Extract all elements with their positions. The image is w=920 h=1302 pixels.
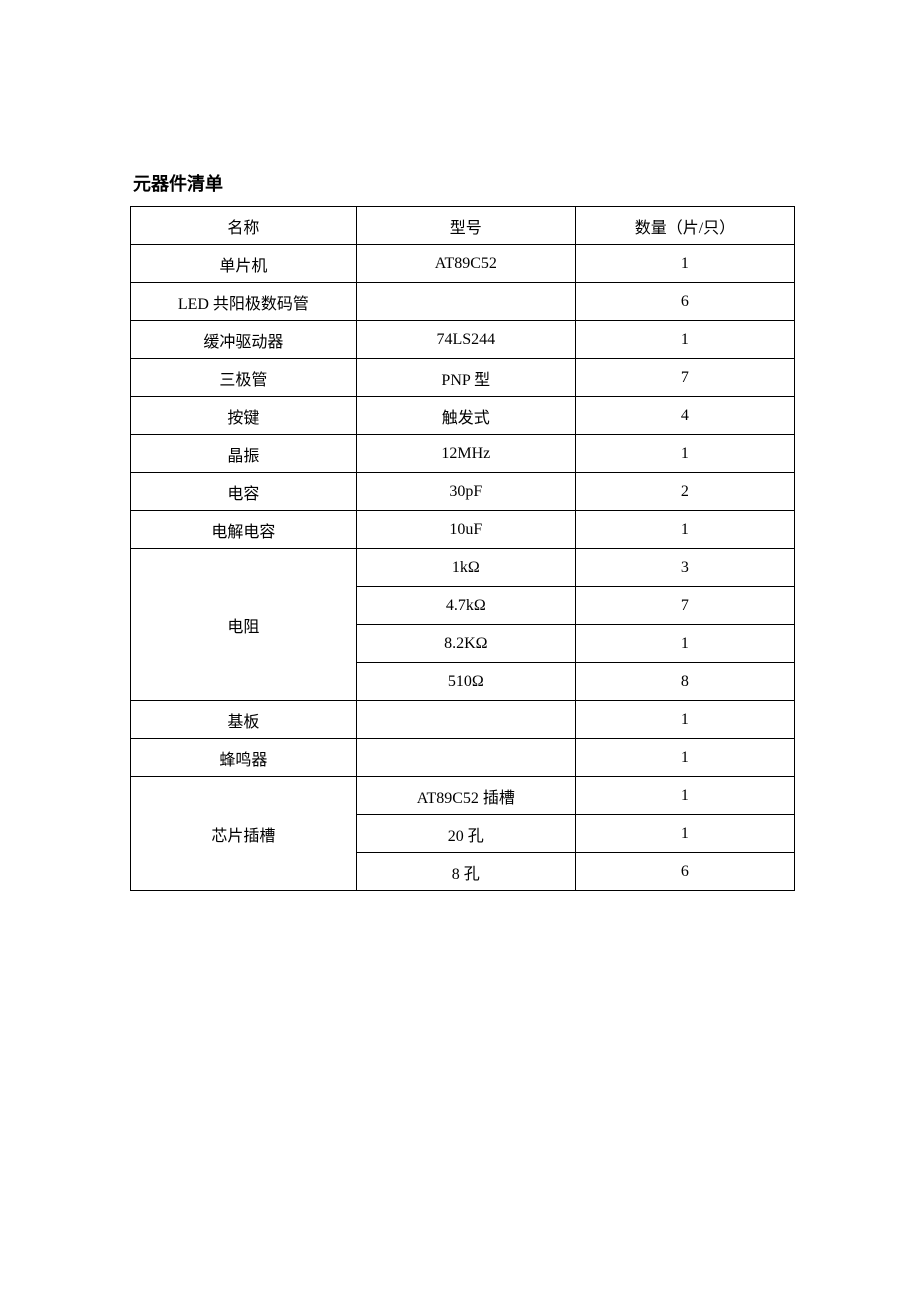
cell-model: 20 孔 [356, 815, 575, 853]
table-row: 缓冲驱动器 74LS244 1 [131, 321, 795, 359]
cell-model [356, 283, 575, 321]
cell-name: 电阻 [131, 549, 357, 701]
cell-model: AT89C52 [356, 245, 575, 283]
cell-model: 74LS244 [356, 321, 575, 359]
table-row: 按键 触发式 4 [131, 397, 795, 435]
cell-name: 芯片插槽 [131, 777, 357, 891]
cell-name: 单片机 [131, 245, 357, 283]
cell-qty: 7 [575, 587, 794, 625]
table-row: 蜂鸣器 1 [131, 739, 795, 777]
cell-qty: 6 [575, 283, 794, 321]
cell-model [356, 739, 575, 777]
cell-qty: 3 [575, 549, 794, 587]
cell-model: 触发式 [356, 397, 575, 435]
cell-qty: 8 [575, 663, 794, 701]
component-table: 名称 型号 数量（片/只） 单片机 AT89C52 1 LED 共阳极数码管 6… [130, 206, 795, 891]
page-title: 元器件清单 [133, 170, 795, 196]
header-name: 名称 [131, 207, 357, 245]
cell-qty: 1 [575, 625, 794, 663]
cell-name: 蜂鸣器 [131, 739, 357, 777]
cell-model: 1kΩ [356, 549, 575, 587]
cell-qty: 2 [575, 473, 794, 511]
cell-name: 三极管 [131, 359, 357, 397]
header-model: 型号 [356, 207, 575, 245]
table-header-row: 名称 型号 数量（片/只） [131, 207, 795, 245]
cell-name: LED 共阳极数码管 [131, 283, 357, 321]
cell-model: 10uF [356, 511, 575, 549]
cell-qty: 1 [575, 701, 794, 739]
cell-name: 电容 [131, 473, 357, 511]
cell-qty: 1 [575, 777, 794, 815]
cell-qty: 1 [575, 511, 794, 549]
table-row: 三极管 PNP 型 7 [131, 359, 795, 397]
cell-name: 基板 [131, 701, 357, 739]
cell-name: 晶振 [131, 435, 357, 473]
cell-model: 30pF [356, 473, 575, 511]
cell-model: AT89C52 插槽 [356, 777, 575, 815]
cell-qty: 1 [575, 435, 794, 473]
cell-name: 缓冲驱动器 [131, 321, 357, 359]
cell-qty: 1 [575, 321, 794, 359]
table-row: 基板 1 [131, 701, 795, 739]
table-row: 电容 30pF 2 [131, 473, 795, 511]
cell-qty: 1 [575, 245, 794, 283]
cell-model: 510Ω [356, 663, 575, 701]
table-row: 芯片插槽 AT89C52 插槽 1 [131, 777, 795, 815]
table-row: 电解电容 10uF 1 [131, 511, 795, 549]
cell-model [356, 701, 575, 739]
header-quantity: 数量（片/只） [575, 207, 794, 245]
table-row: LED 共阳极数码管 6 [131, 283, 795, 321]
table-row: 电阻 1kΩ 3 [131, 549, 795, 587]
table-row: 单片机 AT89C52 1 [131, 245, 795, 283]
cell-name: 电解电容 [131, 511, 357, 549]
cell-name: 按键 [131, 397, 357, 435]
cell-qty: 1 [575, 815, 794, 853]
cell-model: 8.2KΩ [356, 625, 575, 663]
table-row: 晶振 12MHz 1 [131, 435, 795, 473]
cell-model: 12MHz [356, 435, 575, 473]
cell-model: PNP 型 [356, 359, 575, 397]
cell-model: 8 孔 [356, 853, 575, 891]
cell-qty: 1 [575, 739, 794, 777]
cell-qty: 7 [575, 359, 794, 397]
cell-model: 4.7kΩ [356, 587, 575, 625]
cell-qty: 4 [575, 397, 794, 435]
cell-qty: 6 [575, 853, 794, 891]
